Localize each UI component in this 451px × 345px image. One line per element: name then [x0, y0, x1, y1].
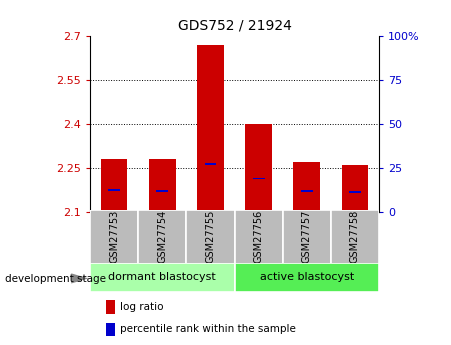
Bar — [106, 300, 115, 314]
Bar — [204, 163, 216, 165]
Text: active blastocyst: active blastocyst — [260, 273, 354, 282]
Text: percentile rank within the sample: percentile rank within the sample — [120, 324, 295, 334]
Bar — [235, 263, 379, 292]
Text: GSM27756: GSM27756 — [253, 209, 263, 263]
Text: dormant blastocyst: dormant blastocyst — [109, 273, 216, 282]
Bar — [108, 189, 120, 191]
Bar — [253, 178, 265, 179]
Bar — [90, 210, 138, 264]
Title: GDS752 / 21924: GDS752 / 21924 — [178, 18, 291, 32]
Text: GSM27758: GSM27758 — [350, 209, 360, 263]
Bar — [101, 159, 128, 212]
Bar — [106, 323, 115, 336]
Bar — [283, 210, 331, 264]
Bar — [235, 210, 283, 264]
Bar — [149, 159, 175, 212]
Bar — [294, 162, 320, 212]
Bar — [301, 190, 313, 192]
Text: GSM27753: GSM27753 — [109, 209, 119, 263]
Text: GSM27757: GSM27757 — [302, 209, 312, 263]
Bar — [197, 45, 224, 212]
Text: development stage: development stage — [5, 274, 106, 284]
Bar — [90, 263, 235, 292]
Polygon shape — [71, 273, 88, 284]
Bar — [331, 210, 379, 264]
Text: GSM27754: GSM27754 — [157, 209, 167, 263]
Bar — [186, 210, 235, 264]
Bar — [138, 210, 186, 264]
Bar — [245, 124, 272, 212]
Bar — [349, 191, 361, 193]
Text: log ratio: log ratio — [120, 302, 163, 312]
Bar — [341, 165, 368, 212]
Text: GSM27755: GSM27755 — [206, 209, 216, 263]
Bar — [156, 190, 168, 192]
